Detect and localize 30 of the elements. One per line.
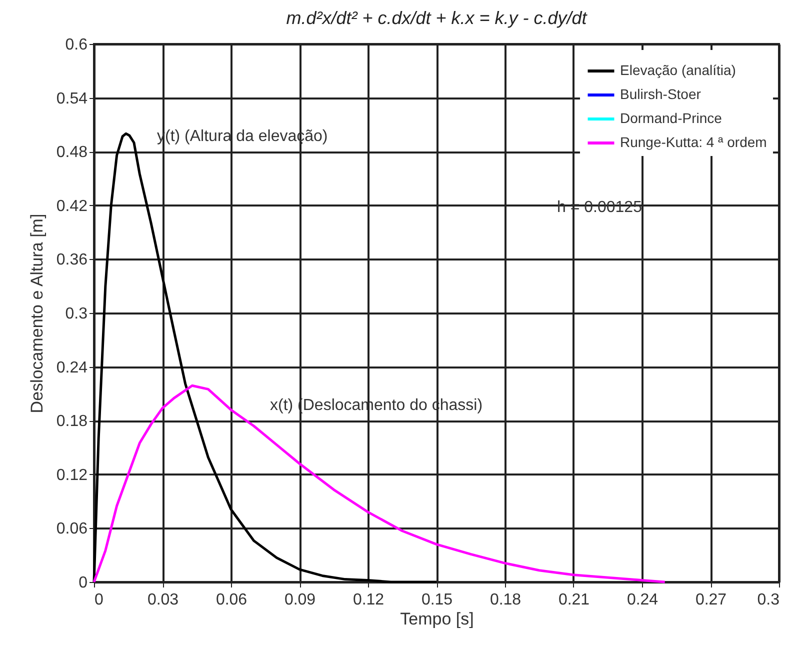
x-tick-label: 0.21 (558, 592, 590, 608)
legend-label: Bulirsh-Stoer (620, 86, 702, 102)
legend-label: Dormand-Prince (620, 110, 722, 126)
x-tick-label: 0.3 (757, 592, 780, 608)
y-tick-label: 0.48 (56, 144, 88, 162)
y-tick-label: 0.36 (56, 252, 88, 269)
y-tick-label: 0 (78, 574, 88, 592)
y-tick-label: 0.42 (56, 198, 88, 215)
y-tick-label: 0.12 (56, 466, 88, 484)
x-tick-label: 0.12 (352, 592, 384, 608)
x-tick-label: 0.15 (421, 592, 453, 608)
y-tick-label: 0.54 (56, 90, 88, 108)
chart-title: m.d²x/dt² + c.dx/dt + k.x = k.y - c.dy/dt (286, 8, 588, 28)
line-series (92, 384, 666, 584)
x-tick-label: 0.06 (216, 592, 248, 608)
y-tick-label: 0.18 (56, 413, 88, 430)
x-tick-label: 0.03 (147, 592, 179, 608)
x-axis-title: Tempo [s] (400, 610, 474, 628)
y-tick-label: 0.6 (65, 36, 88, 54)
x-tick-label: 0.18 (490, 592, 522, 608)
y-axis-title: Deslocamento e Altura [m] (27, 214, 46, 414)
y-tick-label: 0.06 (56, 520, 88, 538)
x-tick-label: 0.24 (626, 592, 658, 608)
x-tick-label: 0 (94, 592, 104, 608)
x-tick-label: 0.27 (695, 592, 727, 608)
y-tick-label: 0.24 (56, 359, 88, 376)
y-tick-label: 0.3 (65, 306, 88, 322)
x-tick-label: 0.09 (284, 592, 316, 608)
legend-label: Runge-Kutta: 4 ª ordem (620, 134, 767, 150)
legend-label: Elevação (analítia) (620, 62, 736, 78)
